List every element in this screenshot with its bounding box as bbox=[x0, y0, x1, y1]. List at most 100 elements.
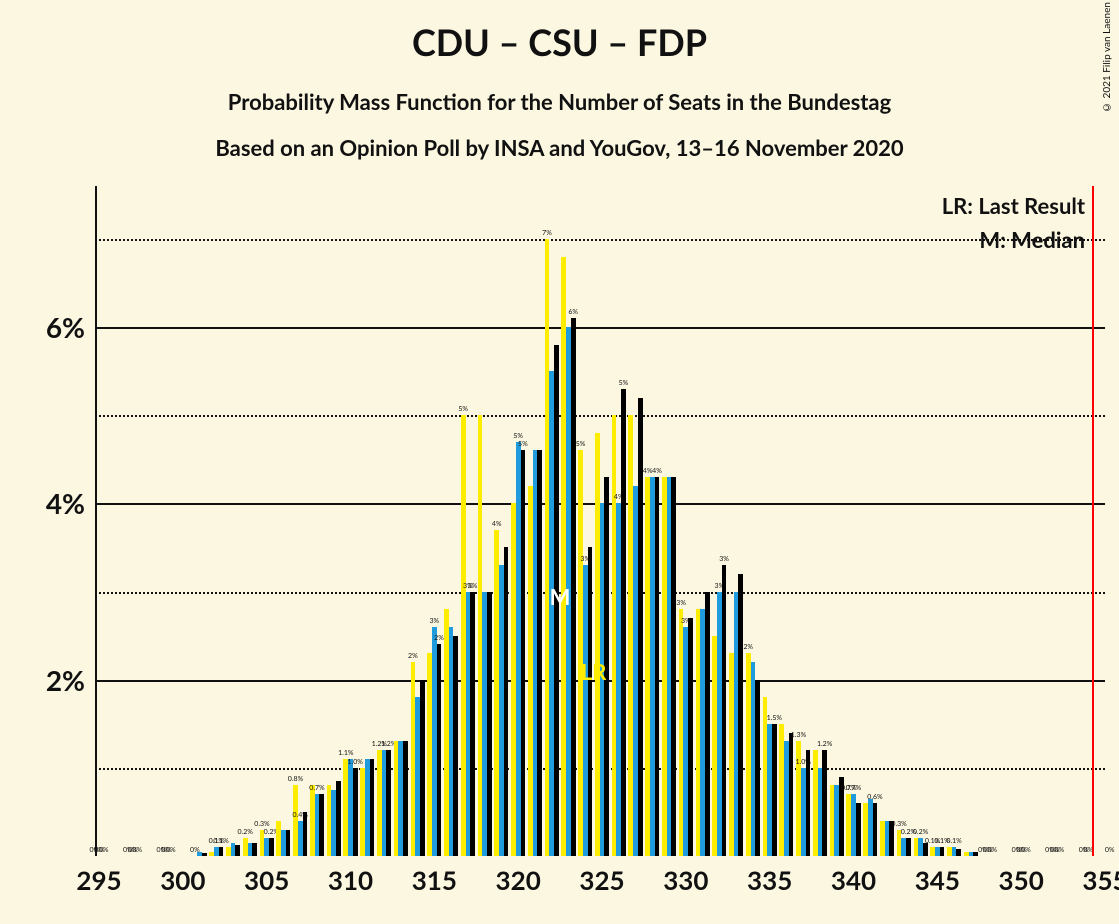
x-tick-label: 340 bbox=[831, 864, 876, 896]
bar bbox=[671, 477, 676, 856]
y-axis bbox=[95, 186, 97, 856]
bar bbox=[537, 450, 542, 856]
bar bbox=[403, 741, 408, 856]
bar-value-label: 5% bbox=[619, 379, 629, 387]
copyright-text: © 2021 Filip van Laenen bbox=[1101, 2, 1113, 113]
chart-container: CDU – CSU – FDP Probability Mass Functio… bbox=[0, 0, 1119, 924]
marker-m: M bbox=[550, 583, 571, 610]
bar-value-label: 0.8% bbox=[288, 775, 303, 783]
bar-value-label: 5% bbox=[576, 440, 586, 448]
bar bbox=[588, 547, 593, 856]
bar bbox=[286, 830, 291, 856]
bar bbox=[822, 750, 827, 856]
plot-area: 2%4%6%2953003053103153203253303353403453… bbox=[95, 186, 1105, 856]
bar bbox=[772, 724, 777, 856]
bar bbox=[722, 565, 727, 856]
majority-line bbox=[1092, 186, 1094, 856]
bar bbox=[487, 592, 492, 856]
bar bbox=[235, 845, 240, 856]
bar-value-label: 0.2% bbox=[913, 828, 928, 836]
bar-value-label: 0.1% bbox=[946, 837, 961, 845]
bar-value-label: 5% bbox=[513, 432, 523, 440]
bar bbox=[621, 389, 626, 856]
legend-m: M: Median bbox=[979, 226, 1085, 253]
bar bbox=[386, 750, 391, 856]
bar-value-label: 2% bbox=[743, 643, 753, 651]
bar-value-label: 3% bbox=[429, 617, 439, 625]
bar bbox=[906, 838, 911, 856]
bar-value-label: 5% bbox=[458, 405, 468, 413]
bar bbox=[437, 644, 442, 856]
bar bbox=[504, 547, 509, 856]
bar bbox=[353, 768, 358, 856]
x-tick-label: 350 bbox=[999, 864, 1044, 896]
bar-value-label: 0.6% bbox=[867, 793, 882, 801]
x-tick-label: 310 bbox=[328, 864, 373, 896]
x-tick-label: 335 bbox=[747, 864, 792, 896]
bar-value-label: 0% bbox=[1055, 846, 1065, 854]
bar-value-label: 0.1% bbox=[213, 837, 228, 845]
bar bbox=[303, 812, 308, 856]
bar-value-label: 3% bbox=[719, 555, 729, 563]
bar-value-label: 5% bbox=[518, 440, 528, 448]
marker-lr: LR bbox=[581, 658, 607, 685]
bar-value-label: 0.3% bbox=[254, 820, 269, 828]
bar bbox=[252, 843, 257, 856]
bar-value-label: 0% bbox=[132, 846, 142, 854]
bar-value-label: 1.2% bbox=[817, 740, 832, 748]
x-tick-label: 320 bbox=[496, 864, 541, 896]
bar-value-label: 6% bbox=[568, 308, 578, 316]
bar-value-label: 4% bbox=[643, 467, 653, 475]
bar-value-label: 1.5% bbox=[767, 714, 782, 722]
bar-value-label: 1.0% bbox=[347, 758, 362, 766]
bar bbox=[453, 636, 458, 856]
bar bbox=[789, 733, 794, 856]
y-tick-label: 2% bbox=[46, 663, 85, 697]
bar-value-label: 0% bbox=[99, 846, 109, 854]
bar bbox=[521, 450, 526, 856]
chart-subtitle-2: Based on an Opinion Poll by INSA and You… bbox=[0, 134, 1119, 161]
bar-value-label: 0.2% bbox=[238, 828, 253, 836]
bar bbox=[202, 853, 207, 856]
bar bbox=[940, 847, 945, 856]
bar bbox=[470, 592, 475, 856]
bar-value-label: 0% bbox=[166, 846, 176, 854]
bar-value-label: 0% bbox=[987, 846, 997, 854]
bar bbox=[219, 847, 224, 856]
bar bbox=[336, 781, 341, 856]
bar bbox=[738, 574, 743, 856]
bar-value-label: 2% bbox=[408, 652, 418, 660]
bar-value-label: 2% bbox=[434, 634, 444, 642]
bar-value-label: 4% bbox=[492, 520, 502, 528]
y-tick-label: 6% bbox=[46, 310, 85, 344]
x-tick-label: 315 bbox=[412, 864, 457, 896]
bar bbox=[420, 680, 425, 856]
bar bbox=[319, 794, 324, 856]
bar bbox=[571, 318, 576, 856]
bar-value-label: 3% bbox=[468, 582, 478, 590]
bar-value-label: 0.7% bbox=[846, 784, 861, 792]
bar-value-label: 0.3% bbox=[891, 820, 906, 828]
x-tick-label: 325 bbox=[579, 864, 624, 896]
gridline-minor bbox=[95, 239, 1105, 241]
gridline-minor bbox=[95, 415, 1105, 417]
bar bbox=[688, 618, 693, 856]
x-tick-label: 355 bbox=[1082, 864, 1119, 896]
chart-title: CDU – CSU – FDP bbox=[0, 20, 1119, 64]
bar-value-label: 1.1% bbox=[338, 749, 353, 757]
bar-value-label: 0% bbox=[1105, 846, 1115, 854]
chart-subtitle-1: Probability Mass Function for the Number… bbox=[0, 88, 1119, 115]
bar bbox=[806, 750, 811, 856]
x-tick-label: 330 bbox=[663, 864, 708, 896]
bar bbox=[755, 680, 760, 856]
bar-value-label: 7% bbox=[542, 229, 552, 237]
bar-value-label: 0% bbox=[1021, 846, 1031, 854]
bar bbox=[873, 803, 878, 856]
bar-value-label: 3% bbox=[676, 599, 686, 607]
gridline-major bbox=[95, 327, 1105, 329]
x-tick-label: 300 bbox=[160, 864, 205, 896]
x-tick-label: 295 bbox=[76, 864, 121, 896]
legend-lr: LR: Last Result bbox=[942, 192, 1085, 219]
bar bbox=[370, 759, 375, 856]
bar-value-label: 4% bbox=[652, 467, 662, 475]
